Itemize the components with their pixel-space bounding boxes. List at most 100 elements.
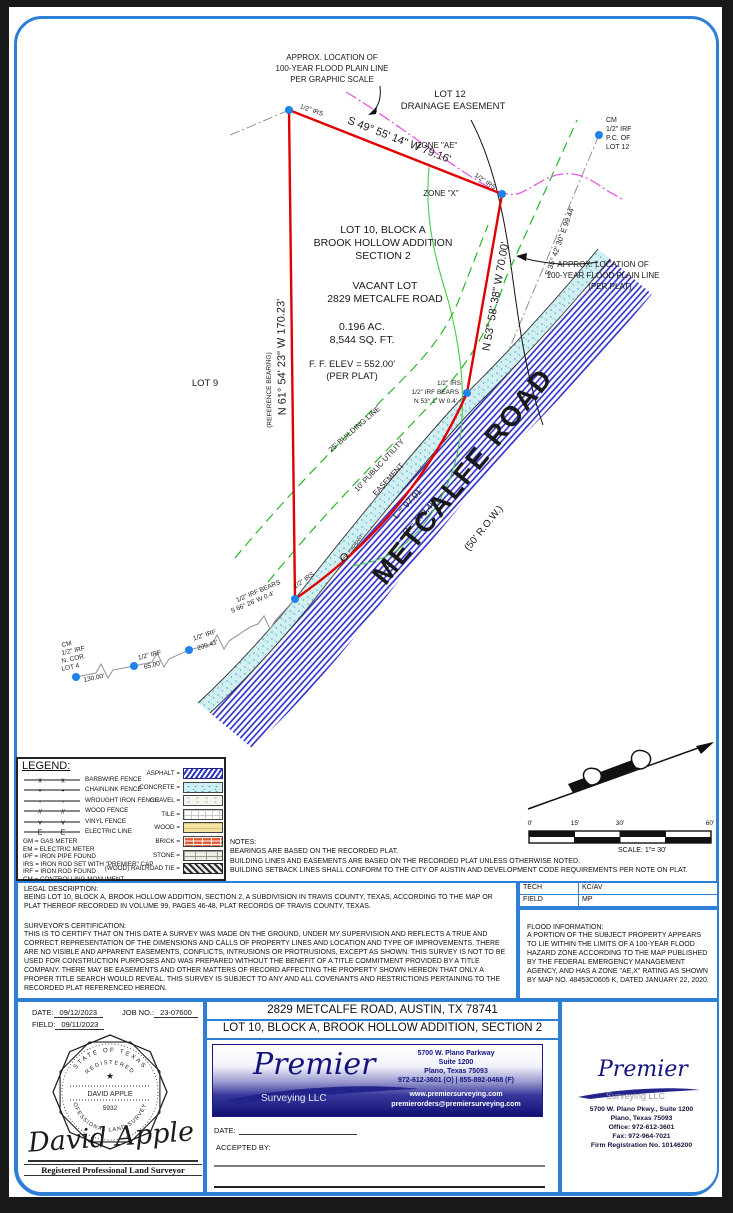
flood-graphic-label: APPROX. LOCATION OF: [286, 53, 378, 62]
scale-caption: SCALE: 1"= 30': [618, 847, 667, 854]
legend-railroad-tie: (WOOD) RAILROAD TIE =: [62, 863, 223, 875]
svg-text:65.00': 65.00': [143, 660, 162, 671]
field-date-row: FIELD: 09/11/2023: [32, 1020, 105, 1030]
certification-text: THIS IS TO CERTIFY THAT ON THIS DATE A S…: [24, 931, 506, 992]
svg-text:x: x: [61, 777, 65, 784]
flood-info-box: FLOOD INFORMATION: A PORTION OF THE SUBJ…: [518, 908, 719, 1000]
lot-title: LOT 10, BLOCK A: [340, 224, 426, 236]
lot9-label: LOT 9: [192, 378, 218, 389]
firm-swoosh-icon: [578, 1088, 700, 1099]
svg-text:LOT 12: LOT 12: [606, 144, 629, 151]
svg-text:P.C. OF: P.C. OF: [606, 135, 630, 142]
irs-east-label: 1/2" IRS: [437, 380, 462, 387]
north-arrow-icon: [527, 742, 714, 810]
vacant-lot-label: VACANT LOT: [353, 280, 419, 292]
signature-line: [28, 1160, 198, 1162]
brick-swatch: [183, 836, 223, 847]
premier-logo-banner: Premier Surveying LLC 5700 W. Plano Park…: [212, 1044, 543, 1117]
lot12-label: LOT 12: [434, 89, 466, 100]
wrought-iron-fence-icon: ▫ ▫: [24, 798, 80, 805]
field-value: MP: [582, 895, 593, 903]
svg-text:N 53° 1' W 0.4': N 53° 1' W 0.4': [414, 397, 457, 405]
road-concrete-band: [198, 249, 610, 713]
asphalt-swatch: [183, 768, 223, 779]
public-utility-easement-line: [267, 119, 578, 583]
legend-concrete: CONCRETE =: [62, 781, 223, 793]
legend-wood-fence: //// WOOD FENCE: [23, 806, 128, 816]
premier-brand: Premier: [253, 1047, 376, 1082]
legend-brick: BRICK =: [62, 836, 223, 847]
svg-text://: //: [61, 810, 65, 816]
legend-abbrev-ipf: IPF = IRON PIPE FOUND: [23, 853, 96, 861]
logo-email: premierorders@premiersurveying.com: [391, 1101, 521, 1108]
svg-text:2829 METCALFE ROAD: 2829 METCALFE ROAD: [327, 293, 443, 305]
svg-text:200.43': 200.43': [196, 639, 218, 652]
svg-text:v: v: [61, 819, 65, 826]
svg-text:E: E: [61, 830, 66, 837]
seal-arc-bottom: PROFESSIONAL LAND SURVEYOR: [40, 1030, 147, 1133]
zone-ae-label: ZONE "AE": [417, 141, 458, 150]
svg-text:SECTION 2: SECTION 2: [355, 250, 411, 262]
certification-title: SURVEYOR'S CERTIFICATION:: [24, 923, 127, 930]
mon1-label: CM: [61, 640, 72, 649]
legend-asphalt: ASPHALT =: [62, 768, 223, 779]
seal-arc-top: STATE OF TEXAS: [72, 1047, 146, 1071]
flood-label-arrow-right: [522, 257, 599, 265]
legend-title: LEGEND:: [22, 760, 71, 772]
concrete-swatch: [183, 781, 223, 793]
svg-text:130.00': 130.00': [83, 673, 105, 684]
tech-label: TECH: [520, 883, 579, 895]
flood-label-arrowhead-top: [368, 107, 377, 115]
gravel-swatch: [183, 795, 223, 807]
legend-gravel: GRAVEL =: [62, 795, 223, 807]
svg-text:100-YEAR FLOOD PLAIN LINE: 100-YEAR FLOOD PLAIN LINE: [276, 64, 389, 73]
seal-star-icon: ★: [106, 1071, 114, 1081]
job-value: 23-07600: [154, 1008, 198, 1018]
cm-lot12-label: CM: [606, 117, 617, 124]
firm-brand: Premier: [598, 1057, 688, 1082]
legal-title: LEGAL DESCRIPTION:: [24, 886, 99, 893]
svg-text:(PER PLAT): (PER PLAT): [326, 371, 378, 382]
monument-points: [72, 106, 603, 681]
legend-wood: WOOD =: [62, 822, 223, 834]
legend-abbrev-irf: IRF = IRON ROD FOUND: [23, 868, 96, 876]
flood-label-arrowhead-right: [516, 253, 527, 261]
signature-caption: Registered Professional Land Surveyor: [24, 1164, 202, 1176]
svg-text://: //: [38, 810, 42, 816]
divider: [207, 1038, 558, 1040]
svg-text:1/2" IRF BEARS: 1/2" IRF BEARS: [412, 389, 460, 396]
svg-text:8,544 SQ. FT.: 8,544 SQ. FT.: [330, 334, 395, 346]
firm-registration: Firm Registration No. 10146200: [590, 1142, 693, 1149]
legend-chainlink-fence: ▪ ▪ CHAINLINK FENCE: [23, 785, 142, 795]
firm-address: 5700 W. Plano Pkwy., Suite 1200: [589, 1106, 694, 1113]
road-row-label: (50' R.O.W.): [463, 504, 506, 553]
svg-text:▪: ▪: [62, 788, 65, 795]
accepted-by-line-2: [214, 1186, 545, 1188]
wood-fence-icon: // //: [24, 810, 80, 816]
accepted-by-label: ACCEPTED BY:: [216, 1143, 271, 1152]
firm-info-box: Premier Surveying LLC 5700 W. Plano Pkwy…: [560, 1000, 719, 1194]
property-boundary: [287, 108, 504, 600]
logo-swoosh-icon: [223, 1086, 419, 1104]
firm-brand-sub: Surveying LLC: [606, 1091, 666, 1101]
bearing-east-line: N 53° 58' 38" W 70.00': [481, 241, 512, 352]
field-date-value: 09/11/2023: [55, 1020, 105, 1030]
legend-abbrev-gm: GM = GAS METER: [23, 838, 78, 845]
reference-bearing-note: (REFERENCE BEARING): [266, 352, 274, 428]
job-row: JOB NO.: 23-07600: [122, 1008, 198, 1018]
zone-boundary-line: [351, 166, 464, 567]
wood-swatch: [183, 822, 223, 834]
seal-number: 5932: [103, 1105, 118, 1112]
legend-tile: TILE =: [62, 808, 223, 820]
field-label: FIELD: [520, 894, 579, 906]
svg-text:PROFESSIONAL LAND SURVEYOR: PROFESSIONAL LAND SURVEYOR: [40, 1030, 148, 1133]
fire-hydrant-icon: [340, 553, 348, 561]
accept-date-row: DATE:: [214, 1126, 357, 1135]
bearing-west-line: N 61° 54' 23" W 170.23': [275, 299, 288, 416]
tech-field-table: TECH KC/AV FIELD MP: [518, 881, 719, 908]
svg-text:▫: ▫: [62, 798, 64, 805]
note-line: BUILDING SETBACK LINES SHALL CONFORM TO …: [230, 866, 688, 874]
